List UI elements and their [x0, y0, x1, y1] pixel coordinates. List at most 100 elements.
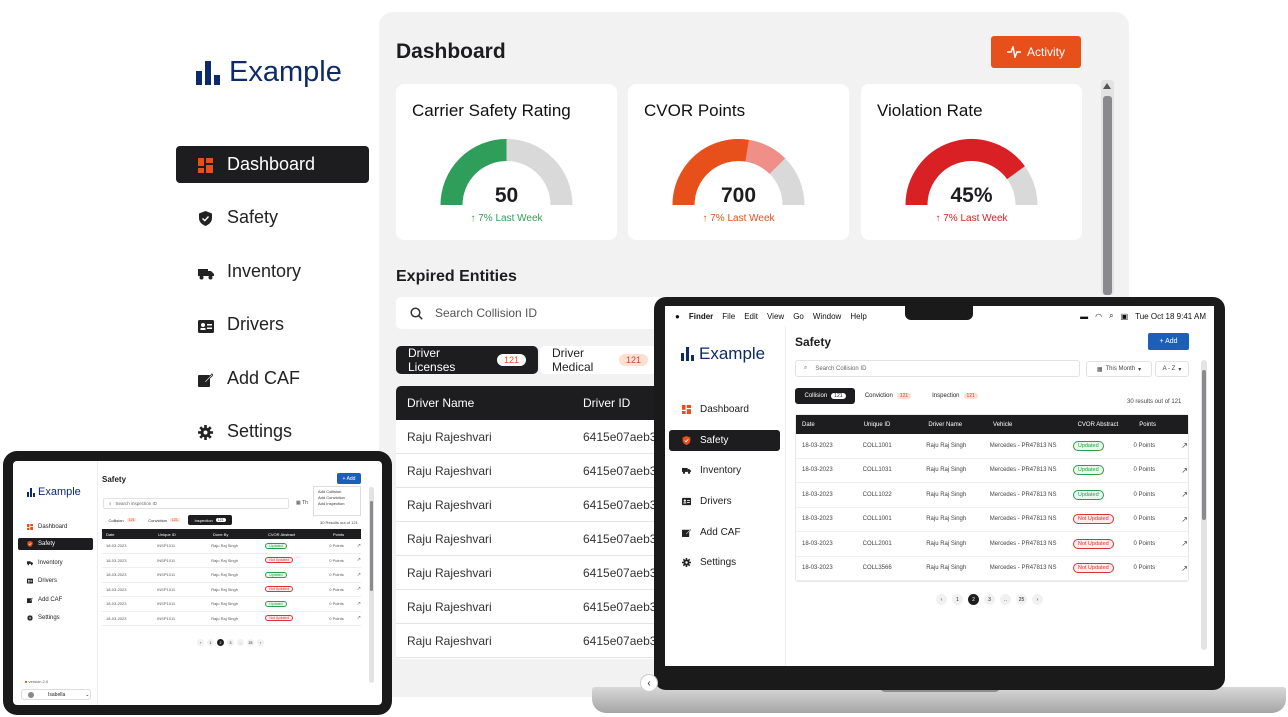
external-link-icon[interactable]: ↗ [356, 600, 361, 607]
table-row[interactable]: 18-03-2023 COLL1001 Raju Raj Singh Mercedes… [796, 508, 1188, 532]
prev-page-icon[interactable]: ‹ [197, 639, 204, 646]
sidebar-item-drivers[interactable]: Drivers [176, 306, 369, 343]
page-button[interactable]: .. [237, 639, 244, 646]
prev-page-icon[interactable]: ‹ [936, 594, 947, 605]
external-link-icon[interactable]: ↗ [1181, 465, 1188, 475]
apple-icon[interactable]: ● [675, 311, 680, 321]
external-link-icon[interactable]: ↗ [1181, 490, 1188, 500]
table-row[interactable]: 18-03-2023 COLL1001 Raju Raj Singh Mercedes… [796, 434, 1188, 459]
laptop-nav-drivers[interactable]: Drivers [669, 491, 780, 512]
tablet-tab-inspection[interactable]: Inspection 121 [188, 515, 232, 525]
calendar-icon[interactable]: ▦ Th [296, 500, 308, 506]
collision-search-input[interactable]: Search Collision ID [396, 297, 686, 329]
menu-add-inspection[interactable]: Add Inspection [318, 501, 345, 506]
page-button[interactable]: 25 [1016, 594, 1027, 605]
laptop-nav-safety[interactable]: Safety [669, 430, 780, 451]
table-row[interactable]: 18-03-2023 INSP1011 Raju Raj Singh Not Upda… [102, 554, 361, 568]
table-row[interactable]: 18-03-2023 COLL1022 Raju Raj Singh Mercedes… [796, 483, 1188, 508]
external-link-icon[interactable]: ↗ [356, 586, 361, 593]
period-select[interactable]: ▦ This Month ▾ [1086, 361, 1152, 377]
tablet-nav-drivers[interactable]: Drivers [18, 575, 93, 587]
menubar-clock[interactable]: Tue Oct 18 9:41 AM [1135, 311, 1206, 321]
table-row[interactable]: Raju Rajeshvari 6415e07aeb3 [396, 454, 666, 488]
laptop-tab-inspection[interactable]: Inspection 121 [923, 388, 987, 404]
table-row[interactable]: 18-03-2023 INSP1011 Raju Raj Singh Not Upda… [102, 583, 361, 597]
battery-icon[interactable]: ▬ [1080, 311, 1089, 321]
sort-select[interactable]: A - Z ▾ [1155, 361, 1189, 377]
sidebar-item-dashboard[interactable]: Dashboard [176, 146, 369, 183]
next-page-icon[interactable]: › [257, 639, 264, 646]
menu-window[interactable]: Window [812, 311, 842, 321]
table-row[interactable]: 18-03-2023 INSP1011 Raju Raj Singh Updated 0… [102, 568, 361, 583]
tablet-nav-inventory[interactable]: Inventory [18, 557, 93, 569]
menu-view[interactable]: View [766, 311, 785, 321]
laptop-search-input[interactable]: ⌕ Search Collision ID [795, 360, 1080, 377]
table-row[interactable]: 18-03-2023 COLL1031 Raju Raj Singh Mercedes… [796, 459, 1188, 483]
external-link-icon[interactable]: ↗ [1181, 563, 1188, 573]
menu-file[interactable]: File [722, 311, 736, 321]
scroll-up-arrow-icon[interactable] [1103, 83, 1111, 89]
table-row[interactable]: Raju Rajeshvari 6415e07aeb3 [396, 488, 666, 522]
page-button[interactable]: 2 [968, 594, 979, 605]
laptop-tab-collision[interactable]: Collision 121 [795, 388, 855, 404]
tablet-nav-add-caf[interactable]: Add CAF [18, 594, 93, 606]
wifi-icon[interactable]: ◠ [1095, 311, 1103, 321]
table-row[interactable]: 18-03-2023 COLL3566 Raju Raj Singh Mercedes… [796, 557, 1188, 581]
tablet-nav-dashboard[interactable]: Dashboard [18, 521, 93, 533]
sidebar-item-add-caf[interactable]: Add CAF [176, 360, 369, 397]
page-button[interactable]: 25 [247, 639, 254, 646]
tablet-add-button[interactable]: + Add [337, 473, 361, 484]
sidebar-item-settings[interactable]: Settings [176, 413, 369, 450]
menu-add-conviction[interactable]: Add Conviction [318, 495, 345, 500]
table-row[interactable]: 18-03-2023 COLL2001 Raju Raj Singh Mercedes… [796, 532, 1188, 557]
external-link-icon[interactable]: ↗ [356, 542, 361, 549]
menu-help[interactable]: Help [850, 311, 867, 321]
table-row[interactable]: Raju Rajeshvari 6415e07aeb3 [396, 522, 666, 556]
control-center-icon[interactable]: ▣ [1120, 311, 1129, 321]
page-button[interactable]: 3 [984, 594, 995, 605]
menu-go[interactable]: Go [793, 311, 804, 321]
external-link-icon[interactable]: ↗ [1181, 441, 1188, 451]
table-row[interactable]: Raju Rajeshvari 6415e07aeb3 [396, 556, 666, 590]
sidebar-item-inventory[interactable]: Inventory [176, 253, 369, 290]
desktop-scrollbar-thumb[interactable] [1103, 96, 1112, 295]
laptop-nav-add-caf[interactable]: Add CAF [669, 522, 780, 543]
laptop-add-button[interactable]: + Add [1148, 333, 1189, 350]
tablet-nav-safety[interactable]: Safety [18, 538, 93, 550]
table-row[interactable]: Raju Rajeshvari 6415e07aeb3 [396, 420, 666, 454]
tablet-scrollbar-thumb[interactable] [370, 501, 373, 591]
menu-finder[interactable]: Finder [688, 311, 714, 321]
scroll-left-arrow-icon[interactable]: ‹ [640, 674, 658, 692]
user-selector[interactable]: Isabella ⌄ [21, 689, 91, 700]
external-link-icon[interactable]: ↗ [356, 557, 361, 564]
external-link-icon[interactable]: ↗ [356, 571, 361, 578]
next-page-icon[interactable]: › [1032, 594, 1043, 605]
tab-driver-medical[interactable]: Driver Medical 121 [540, 346, 660, 374]
tablet-nav-settings[interactable]: Settings [18, 612, 93, 624]
spotlight-icon[interactable]: ⌕ [1109, 311, 1114, 320]
menu-add-collision[interactable]: Add Collision [318, 489, 342, 494]
tablet-tab-collision[interactable]: Collision 121 [104, 515, 141, 525]
laptop-scrollbar-thumb[interactable] [1202, 370, 1206, 520]
page-button[interactable]: 3 [227, 639, 234, 646]
page-button[interactable]: 1 [207, 639, 214, 646]
table-row[interactable]: 18-03-2023 INSP1011 Raju Raj Singh Updated 0… [102, 539, 361, 554]
table-row[interactable]: Raju Rajeshvari 6415e07aeb3 [396, 590, 666, 624]
tab-driver-licenses[interactable]: Driver Licenses 121 [396, 346, 538, 374]
external-link-icon[interactable]: ↗ [356, 615, 361, 622]
laptop-nav-settings[interactable]: Settings [669, 552, 780, 573]
external-link-icon[interactable]: ↗ [1181, 514, 1188, 524]
tablet-tab-conviction[interactable]: Conviction 121 [143, 515, 185, 525]
laptop-nav-inventory[interactable]: Inventory [669, 460, 780, 481]
laptop-tab-conviction[interactable]: Conviction 121 [857, 388, 919, 404]
activity-button[interactable]: Activity [991, 36, 1081, 68]
external-link-icon[interactable]: ↗ [1181, 539, 1188, 549]
page-button[interactable]: 2 [217, 639, 224, 646]
page-button[interactable]: 1 [952, 594, 963, 605]
table-row[interactable]: Raju Rajeshvari 6415e07aeb3 [396, 624, 666, 658]
table-row[interactable]: 18-03-2023 INSP1011 Raju Raj Singh Updated 0… [102, 597, 361, 612]
laptop-nav-dashboard[interactable]: Dashboard [669, 399, 780, 420]
tablet-search-input[interactable]: ⌕ Search inspection ID [103, 498, 289, 509]
sidebar-item-safety[interactable]: Safety [176, 199, 369, 236]
page-button[interactable]: .. [1000, 594, 1011, 605]
